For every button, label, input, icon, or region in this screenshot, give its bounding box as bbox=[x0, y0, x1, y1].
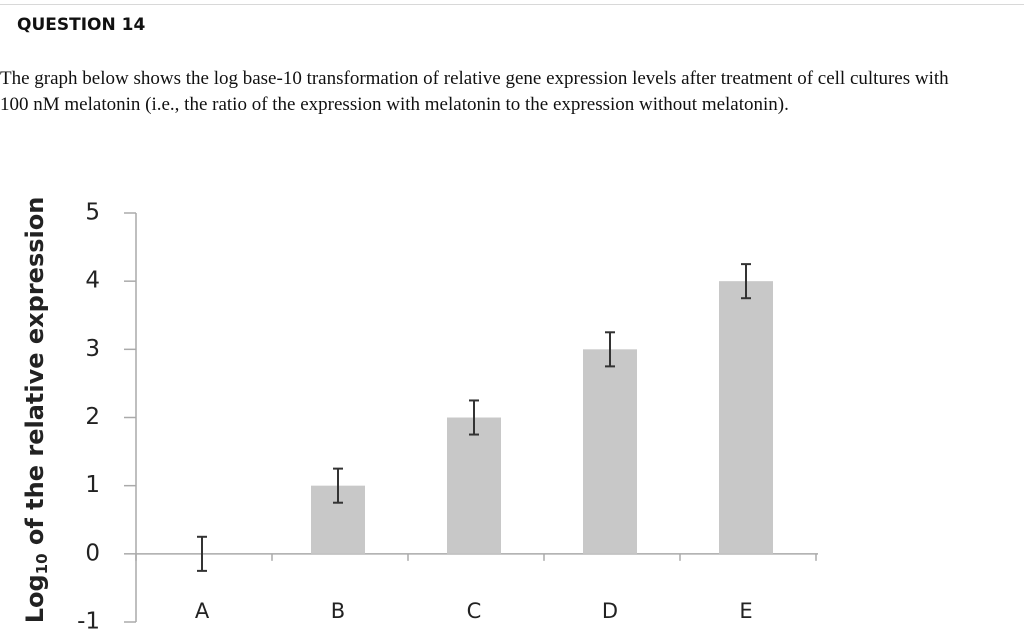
error-bar bbox=[469, 399, 479, 436]
bar bbox=[447, 417, 501, 554]
error-bar bbox=[605, 331, 615, 368]
error-bar bbox=[197, 535, 207, 572]
y-tick-label: 4 bbox=[85, 268, 100, 294]
y-tick-label: 5 bbox=[85, 200, 100, 226]
error-bar bbox=[333, 467, 343, 504]
y-label-rest: of the relative expression bbox=[21, 197, 49, 554]
x-tick-label: C bbox=[467, 599, 482, 623]
y-label-subscript: 10 bbox=[33, 553, 51, 574]
x-tick-label: E bbox=[739, 599, 752, 623]
bar bbox=[719, 281, 773, 554]
y-tick-label: -1 bbox=[77, 609, 100, 635]
y-label-log: Log bbox=[21, 574, 49, 623]
x-tick-label: A bbox=[195, 599, 210, 623]
y-tick-label: 1 bbox=[85, 472, 100, 498]
question-title: QUESTION 14 bbox=[17, 15, 146, 35]
question-text: The graph below shows the log base-10 tr… bbox=[0, 68, 949, 115]
y-tick-label: 2 bbox=[85, 404, 100, 430]
error-bar bbox=[741, 263, 751, 300]
y-tick-label: 3 bbox=[85, 336, 100, 362]
y-axis-label: Log10 of the relative expression bbox=[21, 197, 51, 624]
y-tick-label: 0 bbox=[85, 540, 100, 566]
divider bbox=[0, 4, 1024, 5]
x-tick-label: D bbox=[602, 599, 618, 623]
x-tick-label: B bbox=[331, 599, 345, 623]
bar bbox=[583, 349, 637, 554]
